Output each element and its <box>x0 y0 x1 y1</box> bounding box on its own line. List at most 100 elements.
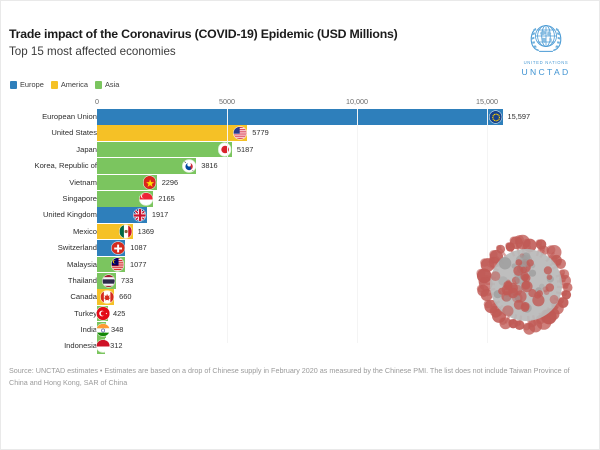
bar-row[interactable]: Thailand 733 <box>1 272 599 289</box>
bar-value-label: 733 <box>121 275 134 285</box>
bar-value-label: 660 <box>119 292 132 302</box>
gridline <box>487 109 488 343</box>
flag-icon-us <box>233 126 247 140</box>
source-note: Source: UNCTAD estimates • Estimates are… <box>9 366 570 387</box>
bar-row[interactable]: Japan 5187 <box>1 141 599 158</box>
bar-track: 5187 <box>97 141 526 158</box>
bar-value-label: 2296 <box>161 177 179 187</box>
bar-track: 1077 <box>97 256 526 273</box>
page-subtitle: Top 15 most affected economies <box>9 45 176 58</box>
bar-track: 425 <box>97 305 526 322</box>
legend-swatch-icon <box>50 80 58 89</box>
flag-icon-id <box>97 340 110 353</box>
bar-row[interactable]: United Kingdom 1917 <box>1 207 599 223</box>
bar-track: 733 <box>97 272 526 289</box>
bar-track: 1917 <box>97 207 526 223</box>
bar-track: 2165 <box>97 190 526 207</box>
bar-row[interactable]: Korea, Republic of 3816 <box>1 158 599 174</box>
bar-category-label: Japan <box>76 144 97 154</box>
bar-row[interactable]: Vietnam 2296 <box>1 174 599 191</box>
bar-track: 1087 <box>97 240 526 256</box>
page-title: Trade impact of the Coronavirus (COVID-1… <box>9 27 398 41</box>
gridline <box>227 109 228 343</box>
bar-series: European Union 15,597 United States 5779 Jap… <box>1 109 599 355</box>
bar-row[interactable]: Indonesia 312 <box>1 338 599 355</box>
bar-value-label: 1087 <box>130 243 147 253</box>
legend-item[interactable]: Europe <box>10 80 44 89</box>
x-axis-tick-label: 15,000 <box>476 97 498 106</box>
bar-value-label: 312 <box>110 341 123 351</box>
legend-label: America <box>60 80 88 89</box>
bar-value-label: 348 <box>111 325 124 335</box>
bar-category-label: Malaysia <box>67 259 97 269</box>
logo-unctad-text: UNCTAD <box>521 67 571 77</box>
bar-value-label: 3816 <box>201 161 218 171</box>
legend-label: Asia <box>104 80 120 89</box>
bar-value-label: 425 <box>113 308 126 318</box>
bar-value-label: 2165 <box>158 193 175 203</box>
x-axis-tick-label: 0 <box>95 97 99 106</box>
bar-fill[interactable] <box>97 158 197 174</box>
bar-fill[interactable] <box>97 141 232 158</box>
bar-row[interactable]: Canada 660 <box>1 289 599 305</box>
bar-track: 1369 <box>97 223 526 240</box>
legend-item[interactable]: America <box>50 80 88 89</box>
bar-value-label: 5779 <box>252 128 269 138</box>
bar-category-label: Indonesia <box>64 341 97 351</box>
bar-fill[interactable] <box>97 109 503 125</box>
bar-category-label: Turkey <box>74 308 97 318</box>
flag-icon-kr <box>182 159 196 173</box>
bar-value-label: 1077 <box>130 259 147 269</box>
flag-icon-ca <box>100 290 114 304</box>
flag-icon-ch <box>111 241 125 255</box>
bar-category-label: India <box>80 325 97 335</box>
legend-swatch-icon <box>10 80 17 89</box>
flag-icon-tr <box>97 307 110 320</box>
bar-row[interactable]: Mexico 1369 <box>1 223 599 240</box>
x-axis: 0 5000 10,000 15,000 <box>1 95 599 110</box>
bar-row[interactable]: European Union 15,597 <box>1 109 599 125</box>
bar-row[interactable]: United States 5779 <box>1 125 599 141</box>
bar-fill[interactable] <box>97 125 248 141</box>
flag-icon-in <box>97 323 110 337</box>
logo-united-nations-text: UNITED NATIONS <box>523 60 569 65</box>
bar-track: 348 <box>97 322 526 338</box>
chart-plot-area: 0 5000 10,000 15,000 European Union 15,597 Un… <box>1 95 599 357</box>
bar-track: 3816 <box>97 158 526 174</box>
flag-icon-gb <box>133 208 146 222</box>
bar-category-label: Switzerland <box>57 243 97 253</box>
bar-category-label: United Kingdom <box>42 210 97 220</box>
bar-track: 2296 <box>97 174 526 191</box>
bar-row[interactable]: Turkey 425 <box>1 305 599 322</box>
bar-row[interactable]: India 348 <box>1 322 599 338</box>
legend-label: Europe <box>20 80 44 89</box>
legend-item[interactable]: Asia <box>94 80 120 89</box>
bar-fill[interactable] <box>97 174 157 191</box>
bar-fill[interactable] <box>97 190 154 207</box>
bar-row[interactable]: Singapore 2165 <box>1 190 599 207</box>
bar-value-label: 1369 <box>137 226 155 236</box>
bar-track: 660 <box>97 289 526 305</box>
gridline <box>357 109 358 343</box>
bar-row[interactable]: Switzerland 1087 <box>1 240 599 256</box>
bar-track: 5779 <box>97 125 526 141</box>
bar-category-label: Mexico <box>72 226 97 236</box>
bar-category-label: Singapore <box>62 193 97 203</box>
bar-row[interactable]: Malaysia 1077 <box>1 256 599 273</box>
x-axis-tick-label: 10,000 <box>346 97 368 106</box>
bar-category-label: Vietnam <box>69 177 97 187</box>
bar-value-label: 1917 <box>151 210 169 220</box>
chart-legend: Europe America Asia <box>10 80 119 89</box>
flag-icon-mx <box>119 225 132 238</box>
bar-value-label: 5187 <box>236 144 254 154</box>
bar-track: 312 <box>97 338 526 355</box>
legend-swatch-icon <box>94 80 102 89</box>
unctad-logo: UNITED NATIONS UNCTAD <box>509 19 583 77</box>
flag-icon-my <box>111 258 124 271</box>
x-axis-tick-label: 5000 <box>219 97 235 106</box>
bar-category-label: European Union <box>42 112 97 121</box>
un-emblem-icon <box>530 25 562 52</box>
flag-icon-vn <box>143 176 156 189</box>
bar-category-label: Thailand <box>67 275 97 285</box>
